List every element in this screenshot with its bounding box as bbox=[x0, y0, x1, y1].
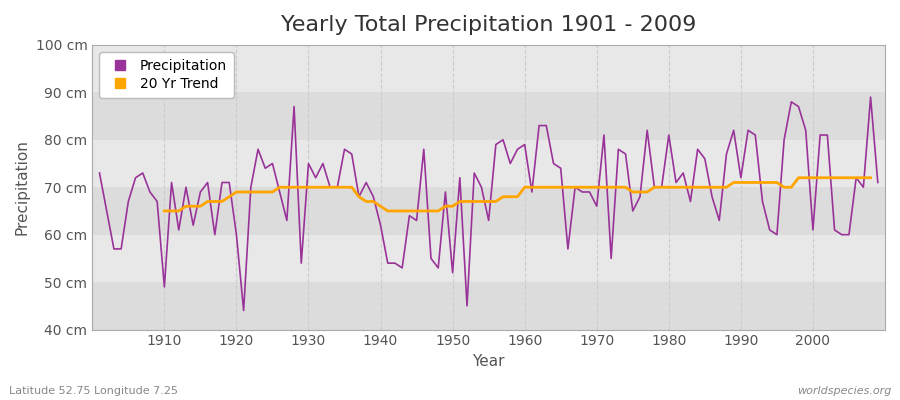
20 Yr Trend bbox=[865, 175, 876, 180]
Precipitation bbox=[318, 161, 328, 166]
20 Yr Trend bbox=[512, 194, 523, 199]
20 Yr Trend bbox=[325, 185, 336, 190]
Precipitation bbox=[152, 199, 163, 204]
20 Yr Trend bbox=[375, 204, 386, 209]
Precipitation bbox=[526, 190, 537, 194]
Bar bbox=[93, 187, 885, 235]
Bar bbox=[93, 235, 885, 282]
X-axis label: Year: Year bbox=[472, 354, 505, 369]
Text: worldspecies.org: worldspecies.org bbox=[796, 386, 891, 396]
Precipitation bbox=[94, 171, 105, 176]
Precipitation bbox=[519, 142, 530, 147]
Line: Precipitation: Precipitation bbox=[100, 97, 878, 311]
Bar bbox=[93, 282, 885, 330]
Y-axis label: Precipitation: Precipitation bbox=[15, 139, 30, 235]
20 Yr Trend bbox=[793, 175, 804, 180]
Bar bbox=[93, 140, 885, 187]
20 Yr Trend bbox=[159, 208, 170, 213]
Line: 20 Yr Trend: 20 Yr Trend bbox=[165, 178, 870, 211]
Legend: Precipitation, 20 Yr Trend: Precipitation, 20 Yr Trend bbox=[99, 52, 234, 98]
Precipitation bbox=[613, 147, 624, 152]
20 Yr Trend bbox=[714, 185, 724, 190]
Bar bbox=[93, 45, 885, 92]
Title: Yearly Total Precipitation 1901 - 2009: Yearly Total Precipitation 1901 - 2009 bbox=[281, 15, 697, 35]
Precipitation bbox=[238, 308, 249, 313]
Precipitation bbox=[361, 180, 372, 185]
Text: Latitude 52.75 Longitude 7.25: Latitude 52.75 Longitude 7.25 bbox=[9, 386, 178, 396]
20 Yr Trend bbox=[346, 185, 357, 190]
Precipitation bbox=[872, 180, 883, 185]
Precipitation bbox=[865, 95, 876, 100]
20 Yr Trend bbox=[534, 185, 544, 190]
Bar bbox=[93, 92, 885, 140]
